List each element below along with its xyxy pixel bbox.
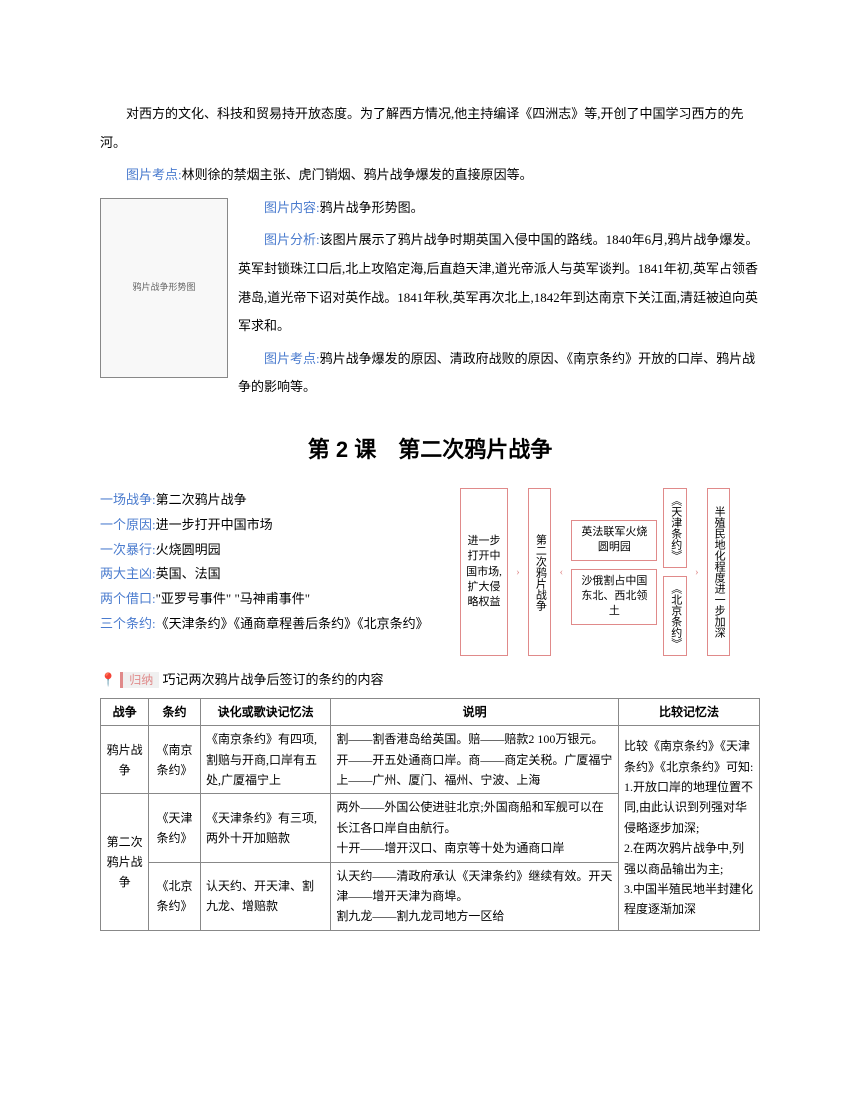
bullet-1-text: 进一步打开中国市场 — [156, 517, 273, 532]
bullet-5-text: 《天津条约》《通商章程善后条约》《北京条约》 — [156, 616, 429, 631]
bullet-2-text: 火烧圆明园 — [156, 542, 221, 557]
lesson-title: 第 2 课 第二次鸦片战争 — [100, 426, 760, 474]
bullet-5: 三个条约:《天津条约》《通商章程善后条约》《北京条约》 — [100, 612, 446, 637]
diagram-treaty-1: 《北京条约》 — [663, 576, 686, 656]
treaty-table: 战争 条约 诀化或歌诀记忆法 说明 比较记忆法 鸦片战争 《南京条约》 《南京条… — [100, 698, 760, 931]
p1-text: 林则徐的禁烟主张、虎门销烟、鸦片战争爆发的直接原因等。 — [182, 167, 533, 182]
guina-text: 巧记两次鸦片战争后签订的条约的内容 — [162, 672, 383, 687]
diagram-mid-1: 沙俄割占中国东北、西北领土 — [571, 569, 657, 625]
th-0: 战争 — [101, 698, 149, 725]
guina-tag: 归纳 — [120, 672, 159, 688]
diagram-treaty-0: 《天津条约》 — [663, 488, 686, 568]
bullet-3-text: 英国、法国 — [156, 566, 221, 581]
flowchart: 进一步打开中国市场,扩大侵略权益 › 第二次鸦片战争 ‹ 英法联军火烧圆明园 沙… — [460, 488, 760, 656]
table-header-row: 战争 条约 诀化或歌诀记忆法 说明 比较记忆法 — [101, 698, 760, 725]
p3-text: 该图片展示了鸦片战争时期英国入侵中国的路线。1840年6月,鸦片战争爆发。英军封… — [238, 232, 758, 333]
two-col-section: 一场战争:第二次鸦片战争 一个原因:进一步打开中国市场 一次暴行:火烧圆明园 两… — [100, 488, 760, 656]
cell-mnem-0: 《南京条约》有四项,割赔与开商,口岸有五处,广厦福宁上 — [200, 726, 330, 794]
cell-expl-0: 割——割香港岛给英国。赔——赔款2 100万银元。开——开五处通商口岸。商——商… — [331, 726, 619, 794]
brace-1: › — [514, 488, 522, 656]
cell-mnem-1: 《天津条约》有三项,两外十开加赔款 — [200, 794, 330, 862]
diagram-right: 半殖民地化程度进一步加深 — [707, 488, 730, 656]
table-row: 鸦片战争 《南京条约》 《南京条约》有四项,割赔与开商,口岸有五处,广厦福宁上 … — [101, 726, 760, 794]
bullet-5-label: 三个条约: — [100, 616, 156, 631]
bullet-1: 一个原因:进一步打开中国市场 — [100, 513, 446, 538]
p1: 图片考点:林则徐的禁烟主张、虎门销烟、鸦片战争爆发的直接原因等。 — [100, 161, 760, 190]
brace-2: ‹ — [557, 488, 565, 656]
p2-label: 图片内容: — [264, 200, 320, 215]
p3-label: 图片分析: — [264, 232, 320, 247]
diagram-left: 进一步打开中国市场,扩大侵略权益 — [460, 488, 508, 656]
guina-line: 📍 归纳 巧记两次鸦片战争后签订的条约的内容 — [100, 668, 760, 692]
bullet-4: 两个借口:"亚罗号事件" "马神甫事件" — [100, 587, 446, 612]
bullet-2-label: 一次暴行: — [100, 542, 156, 557]
cell-expl-1: 两外——外国公使进驻北京;外国商船和军舰可以在长江各口岸自由航行。 十开——增开… — [331, 794, 619, 862]
bullet-1-label: 一个原因: — [100, 517, 156, 532]
intro-tail: 对西方的文化、科技和贸易持开放态度。为了解西方情况,他主持编译《四洲志》等,开创… — [100, 100, 760, 157]
p1-label: 图片考点: — [126, 167, 182, 182]
bullet-2: 一次暴行:火烧圆明园 — [100, 538, 446, 563]
cell-expl-2: 认天约——清政府承认《天津条约》继续有效。开天津——增开天津为商埠。 割九龙——… — [331, 862, 619, 930]
cell-treaty-2: 《北京条约》 — [149, 862, 201, 930]
bullet-3: 两大主凶:英国、法国 — [100, 562, 446, 587]
diagram-mid-0: 英法联军火烧圆明园 — [571, 520, 657, 561]
pin-icon: 📍 — [100, 672, 116, 687]
cell-treaty-0: 《南京条约》 — [149, 726, 201, 794]
bullet-0: 一场战争:第二次鸦片战争 — [100, 488, 446, 513]
cell-compare: 比较《南京条约》《天津条约》《北京条约》可知: 1.开放口岸的地理位置不同,由此… — [618, 726, 759, 931]
map-image: 鸦片战争形势图 — [100, 198, 228, 378]
p4-label: 图片考点: — [264, 351, 320, 366]
brace-3: › — [693, 488, 701, 656]
map-placeholder: 鸦片战争形势图 — [103, 201, 225, 375]
cell-war-1: 第二次鸦片战争 — [101, 794, 149, 930]
diagram-col: 进一步打开中国市场,扩大侵略权益 › 第二次鸦片战争 ‹ 英法联军火烧圆明园 沙… — [460, 488, 760, 656]
th-1: 条约 — [149, 698, 201, 725]
th-3: 说明 — [331, 698, 619, 725]
bullet-4-label: 两个借口: — [100, 591, 156, 606]
cell-war-0: 鸦片战争 — [101, 726, 149, 794]
bullet-0-text: 第二次鸦片战争 — [156, 492, 247, 507]
bullets-col: 一场战争:第二次鸦片战争 一个原因:进一步打开中国市场 一次暴行:火烧圆明园 两… — [100, 488, 446, 656]
p2-text: 鸦片战争形势图。 — [320, 200, 424, 215]
bullet-0-label: 一场战争: — [100, 492, 156, 507]
cell-mnem-2: 认天约、开天津、割九龙、增赔款 — [200, 862, 330, 930]
th-2: 诀化或歌诀记忆法 — [200, 698, 330, 725]
bullet-4-text: "亚罗号事件" "马神甫事件" — [156, 591, 310, 606]
cell-treaty-1: 《天津条约》 — [149, 794, 201, 862]
diagram-center: 第二次鸦片战争 — [528, 488, 551, 656]
th-4: 比较记忆法 — [618, 698, 759, 725]
bullet-3-label: 两大主凶: — [100, 566, 156, 581]
